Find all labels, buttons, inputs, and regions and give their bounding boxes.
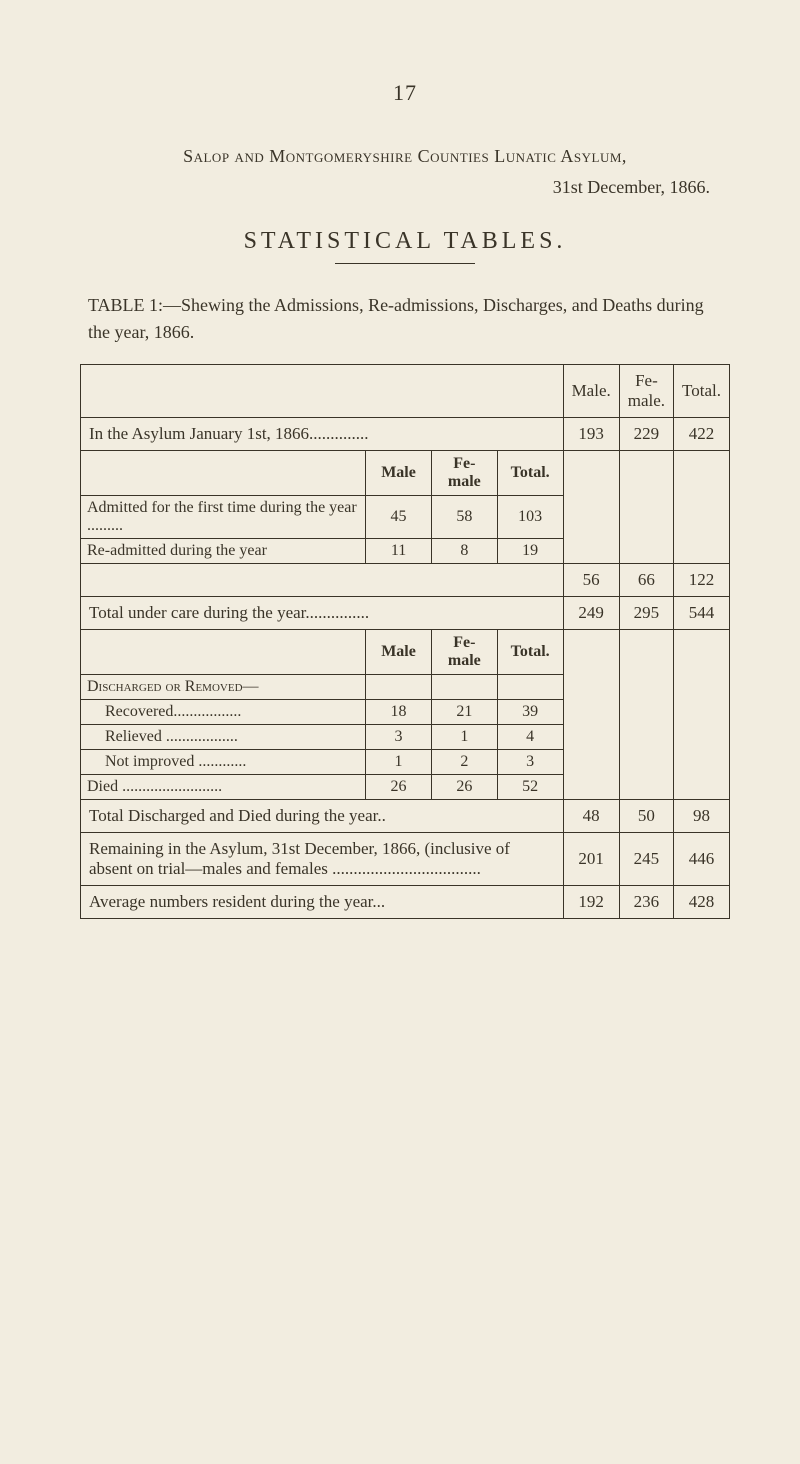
row-label-inasylum: In the Asylum January 1st, 1866.........… xyxy=(81,418,564,451)
cell-value: 3 xyxy=(366,725,432,750)
cell-value: 1 xyxy=(431,725,497,750)
cell-value: 50 xyxy=(619,800,673,833)
title-rule xyxy=(335,263,475,264)
page-container: 17 Salop and Montgomeryshire Counties Lu… xyxy=(0,0,800,979)
row-label-remaining: Remaining in the Asylum, 31st December, … xyxy=(81,833,564,886)
cell-value: 52 xyxy=(497,775,562,800)
cell-value: 1 xyxy=(366,750,432,775)
cell-value: 56 xyxy=(563,564,619,597)
cell-value: 295 xyxy=(619,597,673,630)
cell-value: 229 xyxy=(619,418,673,451)
row-label-recovered: Recovered................. xyxy=(81,700,366,725)
cell-blank xyxy=(674,451,730,564)
document-header: Salop and Montgomeryshire Counties Lunat… xyxy=(80,146,730,167)
admissions-inner-table: Male Fe- male Total. Admitted for the fi… xyxy=(81,451,563,563)
cell-value: 66 xyxy=(619,564,673,597)
cell-value: 45 xyxy=(366,496,432,539)
table-row: Average numbers resident during the year… xyxy=(81,886,730,919)
cell-value: 103 xyxy=(497,496,562,539)
row-label-readmitted: Re-admitted during the year xyxy=(81,539,366,564)
statistical-tables-title: STATISTICAL TABLES. xyxy=(80,228,730,255)
row-label-admitted: Admitted for the first time during the y… xyxy=(81,496,366,539)
cell-value: 422 xyxy=(674,418,730,451)
table-row: Male Fe- male Total. Discharged or Remov… xyxy=(81,630,730,800)
row-label-average: Average numbers resident during the year… xyxy=(81,886,564,919)
row-label-notimproved: Not improved ............ xyxy=(81,750,366,775)
cell-value: 19 xyxy=(497,539,562,564)
cell-value: 98 xyxy=(674,800,730,833)
cell-value: 3 xyxy=(497,750,562,775)
cell-value: 249 xyxy=(563,597,619,630)
row-label-relieved: Relieved .................. xyxy=(81,725,366,750)
discharged-inner-table: Male Fe- male Total. Discharged or Remov… xyxy=(81,630,563,799)
cell-value: 446 xyxy=(674,833,730,886)
cell-value: 18 xyxy=(366,700,432,725)
cell-value: 245 xyxy=(619,833,673,886)
cell-value: 48 xyxy=(563,800,619,833)
cell-value: 4 xyxy=(497,725,562,750)
cell-value: 122 xyxy=(674,564,730,597)
inner-col-total: Total. xyxy=(497,630,562,675)
cell-value: 201 xyxy=(563,833,619,886)
main-table: Male. Fe- male. Total. In the Asylum Jan… xyxy=(80,364,730,919)
cell-value: 21 xyxy=(431,700,497,725)
table-row: Remaining in the Asylum, 31st December, … xyxy=(81,833,730,886)
table-header-row: Male. Fe- male. Total. xyxy=(81,365,730,418)
cell-blank xyxy=(619,451,673,564)
date-line: 31st December, 1866. xyxy=(80,177,710,198)
inner-col-male: Male xyxy=(366,451,432,496)
discharged-header: Discharged or Removed— xyxy=(81,675,366,700)
cell-value: 11 xyxy=(366,539,432,564)
inner-col-female: Fe- male xyxy=(431,451,497,496)
cell-value: 236 xyxy=(619,886,673,919)
cell-value: 428 xyxy=(674,886,730,919)
col-male: Male. xyxy=(563,365,619,418)
table-row: 56 66 122 xyxy=(81,564,730,597)
cell-value: 39 xyxy=(497,700,562,725)
cell-value: 193 xyxy=(563,418,619,451)
inner-col-male: Male xyxy=(366,630,432,675)
cell-value: 8 xyxy=(431,539,497,564)
row-label-died: Died ......................... xyxy=(81,775,366,800)
col-female: Fe- male. xyxy=(619,365,673,418)
row-label-totalcare: Total under care during the year........… xyxy=(81,597,564,630)
cell-value: 26 xyxy=(366,775,432,800)
cell-blank xyxy=(563,451,619,564)
table-row: Total Discharged and Died during the yea… xyxy=(81,800,730,833)
table-row: In the Asylum January 1st, 1866.........… xyxy=(81,418,730,451)
cell-value: 2 xyxy=(431,750,497,775)
row-label-totaldischarged: Total Discharged and Died during the yea… xyxy=(81,800,564,833)
inner-col-total: Total. xyxy=(497,451,562,496)
cell-value: 26 xyxy=(431,775,497,800)
cell-value: 544 xyxy=(674,597,730,630)
page-number: 17 xyxy=(80,80,730,106)
col-total: Total. xyxy=(674,365,730,418)
cell-value: 58 xyxy=(431,496,497,539)
table-row: Male Fe- male Total. Admitted for the fi… xyxy=(81,451,730,564)
cell-value: 192 xyxy=(563,886,619,919)
inner-col-female: Fe- male xyxy=(431,630,497,675)
table-caption: TABLE 1:—Shewing the Admissions, Re-admi… xyxy=(80,292,730,346)
table-row: Total under care during the year........… xyxy=(81,597,730,630)
